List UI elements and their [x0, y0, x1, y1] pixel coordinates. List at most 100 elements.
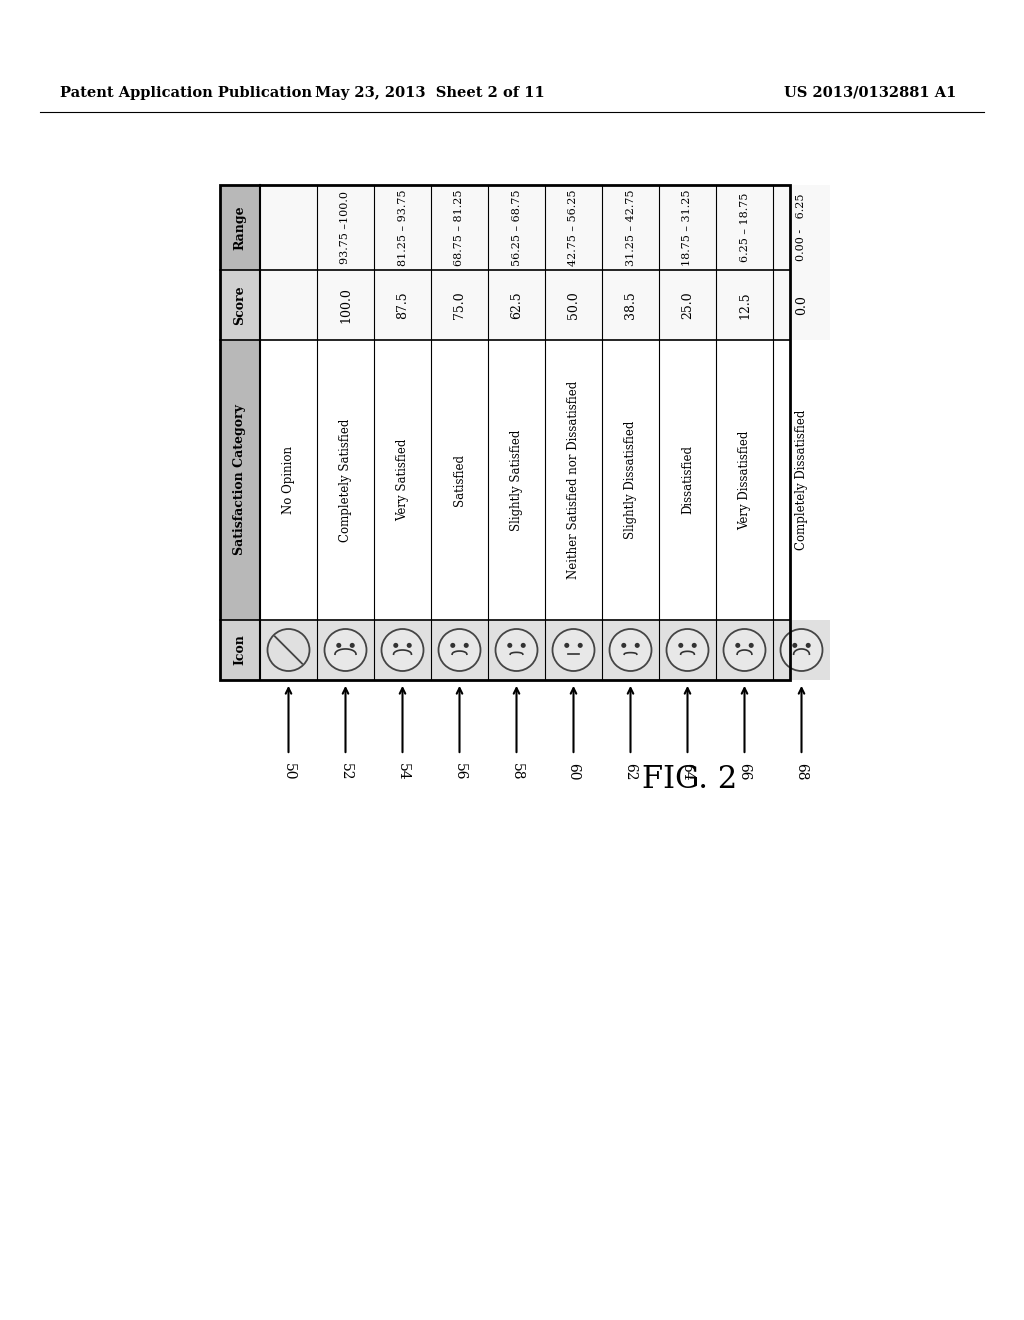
Text: Icon: Icon	[233, 635, 247, 665]
Text: Very Dissatisfied: Very Dissatisfied	[738, 430, 751, 529]
Bar	[317, 271, 374, 341]
Circle shape	[635, 643, 640, 648]
Circle shape	[382, 630, 424, 671]
Circle shape	[691, 643, 696, 648]
Circle shape	[325, 630, 367, 671]
Text: 52: 52	[339, 763, 352, 780]
Circle shape	[451, 643, 456, 648]
Text: No Opinion: No Opinion	[282, 446, 295, 513]
Circle shape	[564, 643, 569, 648]
Text: 6.25 – 18.75: 6.25 – 18.75	[739, 193, 750, 263]
Text: 0.0: 0.0	[795, 296, 808, 315]
Text: 56: 56	[453, 763, 467, 780]
Circle shape	[667, 630, 709, 671]
Circle shape	[749, 643, 754, 648]
Circle shape	[609, 630, 651, 671]
Text: 68.75 – 81.25: 68.75 – 81.25	[455, 189, 465, 265]
Circle shape	[507, 643, 512, 648]
Bar	[220, 185, 260, 271]
Text: Score: Score	[233, 285, 247, 325]
Text: 56.25 – 68.75: 56.25 – 68.75	[512, 189, 521, 265]
Text: 54: 54	[395, 763, 410, 780]
Text: Dissatisfied: Dissatisfied	[681, 446, 694, 515]
Circle shape	[735, 643, 740, 648]
Text: 93.75 –100.0: 93.75 –100.0	[341, 191, 350, 264]
Text: 18.75 – 31.25: 18.75 – 31.25	[683, 189, 692, 265]
Bar	[220, 185, 790, 680]
Text: 60: 60	[566, 763, 581, 780]
Bar	[317, 620, 374, 680]
Bar	[716, 185, 773, 271]
Bar	[220, 341, 260, 620]
Text: Neither Satisfied nor Dissatisfied: Neither Satisfied nor Dissatisfied	[567, 381, 580, 579]
Text: 58: 58	[510, 763, 523, 780]
Bar	[773, 620, 830, 680]
Text: Patent Application Publication: Patent Application Publication	[60, 86, 312, 100]
Text: Slightly Satisfied: Slightly Satisfied	[510, 429, 523, 531]
Circle shape	[496, 630, 538, 671]
Text: 75.0: 75.0	[453, 292, 466, 319]
Bar	[773, 271, 830, 341]
Bar	[220, 620, 260, 680]
Bar	[431, 620, 488, 680]
Bar	[602, 271, 659, 341]
Text: Satisfaction Category: Satisfaction Category	[233, 404, 247, 556]
Text: Very Satisfied: Very Satisfied	[396, 438, 409, 521]
Text: Range: Range	[233, 205, 247, 249]
Text: Slightly Dissatisfied: Slightly Dissatisfied	[624, 421, 637, 539]
Text: 68: 68	[795, 763, 809, 780]
Circle shape	[350, 643, 354, 648]
Text: 31.25 – 42.75: 31.25 – 42.75	[626, 189, 636, 265]
Bar	[260, 185, 317, 271]
Bar	[545, 620, 602, 680]
Text: 62: 62	[624, 763, 638, 780]
Circle shape	[724, 630, 766, 671]
Text: Completely Satisfied: Completely Satisfied	[339, 418, 352, 541]
Bar	[431, 185, 488, 271]
Text: 42.75 – 56.25: 42.75 – 56.25	[568, 189, 579, 265]
Bar	[716, 620, 773, 680]
Bar	[488, 185, 545, 271]
Text: 0.00 -   6.25: 0.00 - 6.25	[797, 194, 807, 261]
Text: FIG. 2: FIG. 2	[642, 764, 737, 796]
Circle shape	[793, 643, 798, 648]
Text: 87.5: 87.5	[396, 292, 409, 319]
Circle shape	[780, 630, 822, 671]
Bar	[488, 271, 545, 341]
Bar	[659, 620, 716, 680]
Text: 50: 50	[282, 763, 296, 780]
Bar	[260, 620, 317, 680]
Circle shape	[438, 630, 480, 671]
Bar	[431, 271, 488, 341]
Bar	[545, 185, 602, 271]
Text: 81.25 – 93.75: 81.25 – 93.75	[397, 189, 408, 265]
Bar	[659, 271, 716, 341]
Text: 38.5: 38.5	[624, 292, 637, 319]
Bar	[545, 271, 602, 341]
Bar	[374, 185, 431, 271]
Bar	[317, 185, 374, 271]
Circle shape	[464, 643, 469, 648]
Text: 25.0: 25.0	[681, 292, 694, 319]
Circle shape	[578, 643, 583, 648]
Circle shape	[407, 643, 412, 648]
Circle shape	[553, 630, 595, 671]
Circle shape	[336, 643, 341, 648]
Bar	[773, 185, 830, 271]
Text: 62.5: 62.5	[510, 292, 523, 319]
Text: 100.0: 100.0	[339, 286, 352, 323]
Bar	[716, 271, 773, 341]
Bar	[220, 271, 260, 341]
Text: May 23, 2013  Sheet 2 of 11: May 23, 2013 Sheet 2 of 11	[315, 86, 545, 100]
Text: 50.0: 50.0	[567, 292, 580, 319]
Circle shape	[520, 643, 525, 648]
Bar	[374, 271, 431, 341]
Text: 12.5: 12.5	[738, 292, 751, 319]
Text: Satisfied: Satisfied	[453, 454, 466, 506]
Circle shape	[678, 643, 683, 648]
Bar	[659, 185, 716, 271]
Text: US 2013/0132881 A1: US 2013/0132881 A1	[783, 86, 956, 100]
Text: 66: 66	[737, 763, 752, 780]
Bar	[602, 620, 659, 680]
Bar	[488, 620, 545, 680]
